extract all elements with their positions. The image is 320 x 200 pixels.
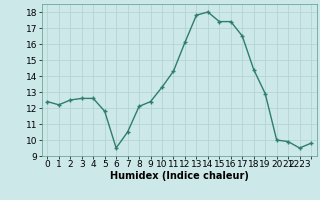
X-axis label: Humidex (Indice chaleur): Humidex (Indice chaleur) [110, 171, 249, 181]
